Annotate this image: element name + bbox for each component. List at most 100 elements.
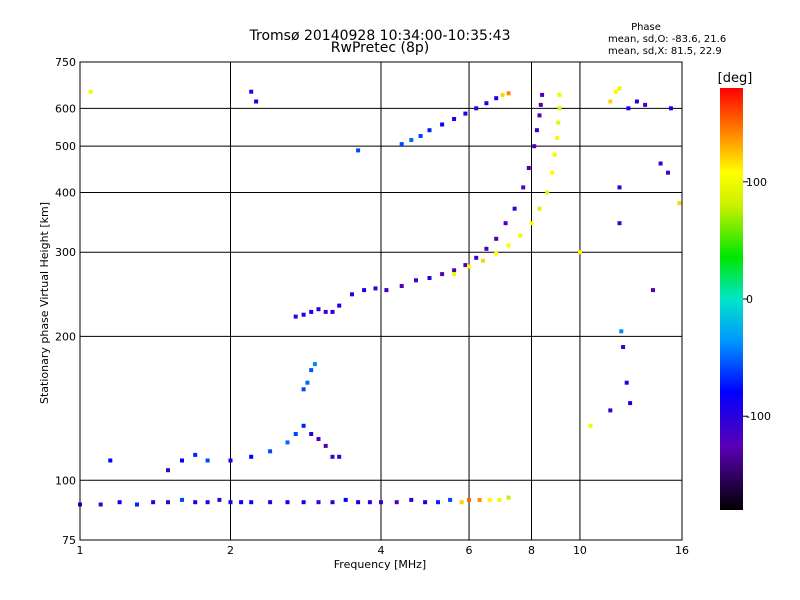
y-tick-labels: 75 100 200 300 400 500 600 750 [55, 56, 76, 547]
data-point [268, 500, 273, 505]
data-point [532, 144, 537, 149]
data-point [521, 185, 526, 190]
data-point [617, 185, 622, 190]
grid-lines [80, 62, 682, 540]
data-point [193, 452, 198, 457]
data-point [557, 92, 562, 97]
data-point [305, 380, 310, 385]
data-point [452, 272, 457, 277]
data-point [512, 206, 517, 211]
data-point [356, 148, 361, 153]
colorbar-ticks: 100 0 -100 [743, 176, 771, 423]
data-point [373, 286, 378, 291]
y-axis-label: Stationary phase Virtual Height [km] [38, 202, 51, 404]
data-point [503, 221, 508, 226]
data-points [78, 86, 682, 507]
data-point [474, 106, 479, 111]
data-point [613, 89, 618, 94]
data-point [651, 288, 655, 293]
data-point [362, 288, 367, 293]
data-point [356, 500, 361, 505]
phase-stats-line1: mean, sd,O: -83.6, 21.6 [608, 34, 726, 45]
data-point [293, 432, 298, 436]
data-point [151, 500, 156, 505]
data-point [487, 497, 492, 502]
data-point [180, 497, 184, 502]
data-point [330, 454, 335, 459]
data-point [330, 500, 335, 505]
data-point [608, 99, 613, 104]
colorbar-tick-label: 0 [746, 293, 753, 306]
data-point [268, 449, 273, 454]
data-point [497, 497, 502, 502]
data-point [316, 500, 321, 505]
chart-title: Tromsø 20140928 10:34:00-10:35:43 [249, 28, 511, 44]
data-point [293, 314, 298, 319]
data-point [540, 92, 545, 97]
data-point [427, 276, 432, 280]
data-point [285, 440, 290, 445]
y-tick-label: 500 [55, 140, 76, 153]
data-point [506, 91, 511, 96]
data-point [323, 443, 328, 448]
data-point [166, 500, 170, 505]
data-point [621, 345, 626, 349]
data-point [484, 101, 489, 106]
data-point [301, 312, 306, 317]
data-point [537, 113, 542, 118]
data-point [217, 497, 222, 502]
data-point [193, 500, 198, 505]
data-point [617, 221, 622, 226]
data-point [628, 401, 633, 406]
plot-frame [79, 61, 683, 541]
data-point [166, 468, 170, 473]
x-tick-label: 10 [573, 544, 587, 557]
data-point [626, 106, 631, 111]
data-point [249, 500, 254, 505]
data-point [494, 236, 499, 241]
colorbar [720, 88, 743, 510]
data-point [88, 89, 93, 94]
data-point [588, 423, 593, 428]
x-tick-label: 1 [77, 544, 84, 557]
data-point [658, 161, 663, 166]
data-point [448, 497, 453, 502]
data-point [409, 497, 414, 502]
x-tick-label: 6 [466, 544, 473, 557]
data-point [506, 243, 511, 248]
data-point [537, 206, 542, 211]
colorbar-tick-label: -100 [746, 410, 771, 423]
data-point [205, 458, 210, 463]
data-point [254, 99, 259, 104]
data-point [529, 221, 534, 226]
data-point [418, 134, 423, 138]
data-point [668, 106, 673, 111]
x-tick-label: 16 [675, 544, 689, 557]
data-point [427, 128, 432, 133]
data-point [301, 423, 306, 428]
data-point [249, 89, 254, 94]
data-point [330, 309, 335, 314]
data-point [677, 201, 682, 206]
data-point [494, 96, 499, 101]
data-point [205, 500, 210, 505]
data-point [555, 136, 560, 140]
colorbar-label: [deg] [718, 71, 753, 86]
data-point [578, 250, 582, 255]
data-point [552, 152, 557, 157]
data-point [463, 111, 468, 116]
data-point [285, 500, 290, 505]
data-point [452, 268, 457, 273]
x-tick-label: 4 [378, 544, 385, 557]
data-point [384, 288, 389, 293]
data-point [312, 362, 317, 367]
data-point [608, 408, 613, 413]
data-point [624, 380, 629, 385]
data-point [440, 272, 445, 277]
data-point [228, 458, 233, 463]
data-point [617, 86, 622, 91]
data-point [634, 99, 639, 104]
data-point [538, 102, 543, 107]
data-point [481, 258, 485, 263]
y-tick-label: 200 [55, 330, 76, 343]
